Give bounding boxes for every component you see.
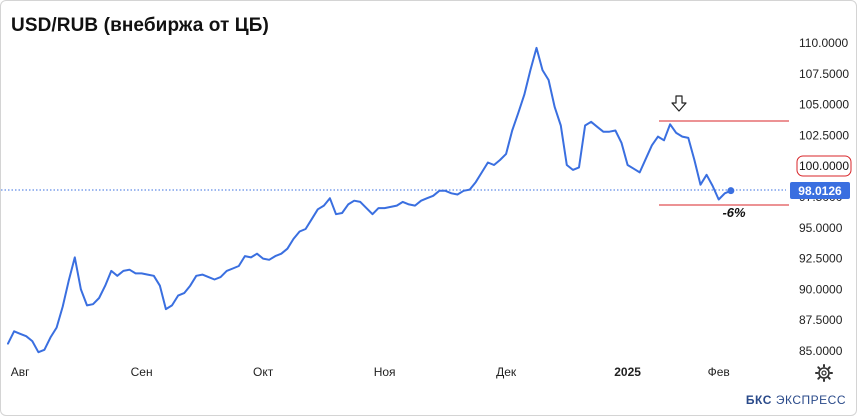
last-price-label: 98.0126 [798,184,842,198]
y-tick-label: 105.0000 [799,98,849,112]
y-tick-label: 87.5000 [799,313,843,327]
x-tick-label: Дек [496,365,517,379]
y-tick-label: 102.5000 [799,128,849,142]
x-tick-label: Ноя [374,365,396,379]
brand-name: ЭКСПРЕСС [775,393,846,407]
x-tick-label: Сен [131,365,153,379]
brand-logo: БКС [745,393,772,407]
percent-change-annotation: -6% [722,205,746,220]
y-tick-label: 107.5000 [799,67,849,81]
y-tick-label: 85.0000 [799,344,843,358]
x-tick-label: Авг [11,365,30,379]
x-tick-label: Фев [708,365,730,379]
y-tick-label: 95.0000 [799,221,843,235]
settings-gear-icon[interactable] [815,364,833,382]
down-arrow-icon [671,95,687,112]
last-price-dot [727,187,735,195]
price-line [7,46,732,354]
last-price-badge: 98.0126 [790,182,850,199]
x-tick-label: Окт [253,365,274,379]
highlighted-level-badge: 100.0000 [796,155,852,177]
highlighted-level-label: 100.0000 [799,159,849,173]
x-tick-label: 2025 [614,365,641,379]
brand-watermark: БКС ЭКСПРЕСС [746,393,846,407]
y-tick-label: 90.0000 [799,282,843,296]
y-tick-label: 92.5000 [799,252,843,266]
chart-title: USD/RUB (внебиржа от ЦБ) [11,15,269,36]
y-tick-label: 110.0000 [799,36,848,50]
